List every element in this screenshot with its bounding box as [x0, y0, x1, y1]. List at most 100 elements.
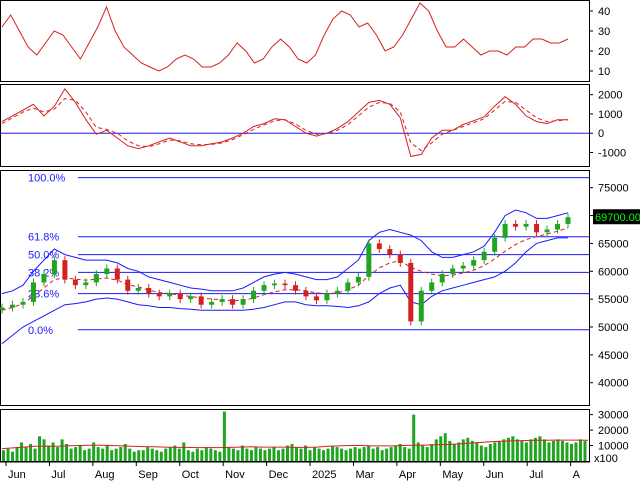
volume-bar: [565, 442, 569, 461]
candle-body: [439, 274, 445, 283]
candle-body: [376, 243, 382, 249]
candle-body: [324, 293, 330, 301]
volume-bar: [15, 447, 19, 461]
candle-body: [303, 290, 309, 297]
volume-bar: [105, 445, 109, 461]
volume-bar: [421, 445, 425, 461]
fib-label: 0.0%: [28, 325, 53, 337]
candle-body: [429, 282, 435, 291]
volume-bar: [493, 442, 497, 461]
volume-bar: [425, 447, 429, 461]
volume-bar: [466, 437, 470, 461]
price-candle: [376, 239, 382, 253]
price-candle: [282, 279, 288, 290]
volume-bar: [272, 447, 276, 461]
volume-bar: [69, 448, 73, 461]
volume-bar: [285, 445, 289, 461]
price-candle: [544, 225, 550, 237]
price-candle: [72, 275, 78, 290]
bollinger-upper-band: [1, 209, 569, 295]
volume-bar: [389, 447, 393, 461]
volume-bar: [416, 442, 420, 461]
volume-bar: [299, 448, 303, 461]
price-candle: [198, 292, 204, 309]
candle-body: [125, 279, 131, 291]
volume-bar: [245, 448, 249, 461]
volume-bar: [65, 444, 69, 461]
candle-body: [146, 288, 152, 294]
price-candle: [460, 261, 466, 273]
price-candle: [104, 264, 110, 278]
volume-bar: [407, 448, 411, 461]
candle-body: [502, 223, 508, 238]
volume-bar: [583, 440, 587, 461]
price-candle: [439, 270, 445, 287]
volume-bar: [173, 445, 177, 461]
price-candle: [555, 220, 561, 234]
volume-bar: [331, 445, 335, 461]
volume-bar: [398, 444, 402, 461]
volume-bar: [313, 447, 317, 461]
volume-bar: [42, 439, 46, 461]
price-candle: [83, 278, 89, 290]
volume-bar: [20, 442, 24, 461]
price-tick-label: 45000: [598, 350, 629, 362]
price-tick-label: 50000: [598, 322, 629, 334]
volume-bar: [159, 451, 163, 461]
volume-bar: [83, 450, 87, 461]
macd-tick-label: 1000: [598, 109, 622, 121]
candle-body: [366, 243, 372, 277]
volume-bar: [344, 450, 348, 461]
price-candle: [513, 220, 519, 231]
candle-body: [41, 274, 47, 283]
price-tick-label: 65000: [598, 238, 629, 250]
macd-panel: [0, 84, 590, 167]
x-tick-label: May: [442, 469, 463, 481]
volume-bar: [11, 451, 15, 461]
price-candle: [209, 298, 215, 309]
rsi-tick-label: 20: [598, 46, 610, 58]
candle-body: [156, 293, 162, 297]
price-candle: [156, 289, 162, 301]
candle-body: [492, 237, 498, 252]
price-candle: [313, 292, 319, 305]
candle-body: [219, 299, 225, 302]
volume-bar: [457, 442, 461, 461]
volume-bar: [47, 445, 51, 461]
price-candle: [230, 295, 236, 309]
volume-bar: [308, 450, 312, 461]
macd-tick-label: 0: [598, 128, 604, 140]
volume-bar: [461, 439, 465, 461]
volume-bar: [195, 448, 199, 461]
price-candle: [251, 286, 257, 304]
x-tick-label: Nov: [225, 469, 245, 481]
candle-body: [565, 217, 571, 224]
price-tick-label: 75000: [598, 183, 629, 195]
price-candle: [429, 278, 435, 295]
candle-body: [282, 283, 288, 286]
price-candle: [397, 250, 403, 267]
candle-body: [408, 262, 414, 322]
price-tick-label: 60000: [598, 266, 629, 278]
volume-bar: [488, 444, 492, 461]
volume-bar: [349, 448, 353, 461]
candle-body: [460, 265, 466, 269]
candle-body: [104, 268, 110, 275]
price-candle: [30, 278, 36, 306]
volume-bar: [29, 444, 33, 461]
candle-body: [198, 296, 204, 305]
macd-layer: [1, 88, 589, 157]
price-candle: [502, 220, 508, 242]
volume-bar: [150, 448, 154, 461]
volume-bar: [304, 445, 308, 461]
volume-bar: [227, 447, 231, 461]
price-candle: [272, 279, 278, 290]
volume-bar: [515, 439, 519, 461]
volume-bar: [403, 447, 407, 461]
bollinger-lower-band: [1, 237, 568, 345]
volume-bar: [33, 448, 37, 461]
volume-bar: [141, 450, 145, 461]
price-candle: [334, 286, 340, 298]
volume-bar: [470, 440, 474, 461]
